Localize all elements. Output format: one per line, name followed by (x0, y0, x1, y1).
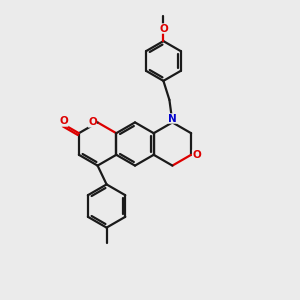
Text: O: O (88, 117, 97, 128)
Text: O: O (192, 150, 201, 160)
Text: O: O (59, 116, 68, 127)
Text: O: O (159, 23, 168, 34)
Text: N: N (168, 113, 177, 124)
